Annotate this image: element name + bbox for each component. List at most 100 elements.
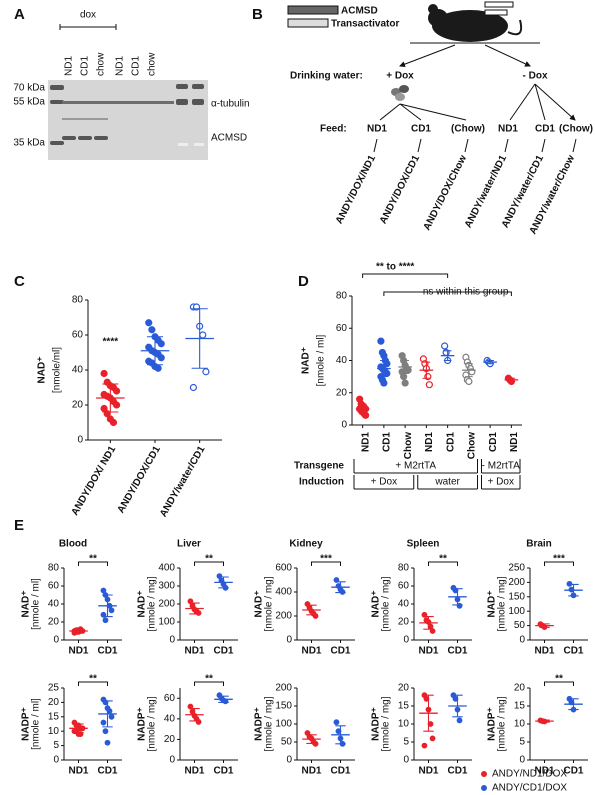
- mouse: [410, 1, 540, 44]
- feed: ND1: [367, 124, 387, 135]
- y-axis-unit: [nmole/ml]: [52, 347, 63, 393]
- table-bracket: [353, 475, 415, 490]
- x-tick-label: CD1: [213, 646, 233, 657]
- data-point: [154, 364, 162, 372]
- data-point: [195, 719, 202, 725]
- band-label: α-tubulin: [211, 99, 250, 110]
- y-tick-label: 0: [169, 755, 175, 766]
- y-tick-label: 0: [519, 635, 525, 646]
- error-bar: [568, 583, 579, 597]
- x-tick-label: CD1: [445, 432, 456, 452]
- annotation: ns within this group: [423, 287, 509, 298]
- x-tick-label: CD1: [488, 432, 499, 452]
- x-tick-label: CD1: [213, 766, 233, 777]
- y-axis-unit: [nmole / mg]: [264, 576, 275, 631]
- y-tick-label: 60: [336, 323, 348, 334]
- lane-label: ND1: [115, 56, 126, 76]
- y-axis-unit: [nmole / mg]: [381, 696, 392, 751]
- significance-bracket: [544, 681, 574, 686]
- feed-label: Feed:: [320, 124, 347, 135]
- chart-title: Kidney: [289, 539, 323, 550]
- legend-marker: [481, 771, 487, 777]
- data-point: [566, 580, 573, 587]
- y-tick-label: 20: [48, 697, 60, 708]
- data-point: [202, 368, 210, 376]
- significance-label: **: [555, 674, 563, 685]
- error-bar: [73, 628, 84, 634]
- feed: (Chow): [559, 124, 593, 135]
- x-tick-label: ND1: [68, 766, 88, 777]
- data-point: [383, 369, 391, 377]
- y-tick-label: 15: [514, 701, 526, 712]
- y-axis-unit: [nmole / mg]: [147, 696, 158, 751]
- y-axis-label: NAD⁺: [371, 591, 382, 618]
- x-tick-label: CD1: [447, 766, 467, 777]
- y-tick-label: 80: [398, 563, 410, 574]
- y-tick-label: 250: [508, 563, 525, 574]
- legend-marker: [481, 785, 487, 791]
- blot-bands: [50, 84, 204, 146]
- error-bar: [452, 588, 463, 606]
- data-point: [189, 383, 198, 392]
- y-tick-label: 20: [164, 734, 176, 745]
- y-axis-label: NADP⁺: [137, 707, 148, 741]
- error-bar: [191, 308, 208, 369]
- arrow: [484, 44, 531, 67]
- y-tick-label: 10: [48, 726, 60, 737]
- y-tick-label: 20: [72, 400, 84, 411]
- x-tick-label: CD1: [97, 766, 117, 777]
- x-tick-label: CD1: [447, 646, 467, 657]
- y-tick-label: 150: [275, 701, 292, 712]
- x-tick-label: CD1: [330, 766, 350, 777]
- y-tick-label: 0: [169, 635, 175, 646]
- lane-label: ND1: [64, 56, 75, 76]
- x-tick-label: ND1: [68, 646, 88, 657]
- legend-label: ANDY/CD1/DOX: [492, 783, 567, 794]
- table-row-label: Induction: [299, 477, 344, 488]
- data-point: [148, 326, 156, 334]
- y-tick-label: 80: [336, 291, 348, 302]
- data-point: [100, 369, 108, 378]
- y-tick-label: 5: [53, 740, 59, 751]
- group-label: ANDY/DOX/CD1: [378, 153, 422, 226]
- error-bar: [452, 694, 463, 718]
- data-point: [441, 342, 449, 350]
- y-tick-label: 20: [514, 683, 526, 694]
- significance-bracket: [78, 561, 108, 566]
- x-tick-label: ND1: [418, 646, 438, 657]
- y-tick-label: 60: [48, 581, 60, 592]
- y-tick-label: 600: [275, 563, 292, 574]
- data-point: [216, 573, 223, 579]
- y-tick-label: 5: [519, 737, 525, 748]
- y-tick-label: 40: [48, 599, 60, 610]
- x-tick-label: ANDY/DOX/CD1: [116, 444, 164, 515]
- data-point: [465, 377, 473, 386]
- significance-label: **: [89, 554, 97, 565]
- y-tick-label: 0: [341, 420, 347, 431]
- significance-bracket: [311, 561, 341, 566]
- marker-label: 70 kDa: [13, 83, 45, 94]
- y-tick-label: 0: [519, 755, 525, 766]
- annotation: ** to ****: [376, 262, 414, 273]
- y-axis-unit: [nmole / mg]: [381, 576, 392, 631]
- table-bracket: [417, 475, 478, 490]
- feed: CD1: [411, 124, 431, 135]
- bracket: [59, 24, 117, 30]
- data-point: [380, 379, 388, 387]
- error-bar: [568, 698, 579, 711]
- y-tick-label: 10: [398, 719, 410, 730]
- water-label: Drinking water:: [290, 71, 363, 82]
- data-point: [109, 418, 118, 427]
- y-axis-unit: [nmole / ml]: [31, 578, 42, 630]
- y-axis-label: NADP⁺: [21, 707, 32, 741]
- y-axis-label: NADP⁺: [487, 707, 498, 741]
- x-tick-label: ND1: [301, 646, 321, 657]
- arrow: [379, 83, 575, 120]
- y-tick-label: 150: [508, 591, 525, 602]
- table-cell: + Dox: [371, 477, 397, 488]
- y-tick-label: 40: [336, 355, 348, 366]
- error-bar: [539, 719, 550, 723]
- y-tick-label: 300: [158, 581, 175, 592]
- x-tick-label: CD1: [563, 766, 583, 777]
- table-row-label: Transgene: [294, 461, 344, 472]
